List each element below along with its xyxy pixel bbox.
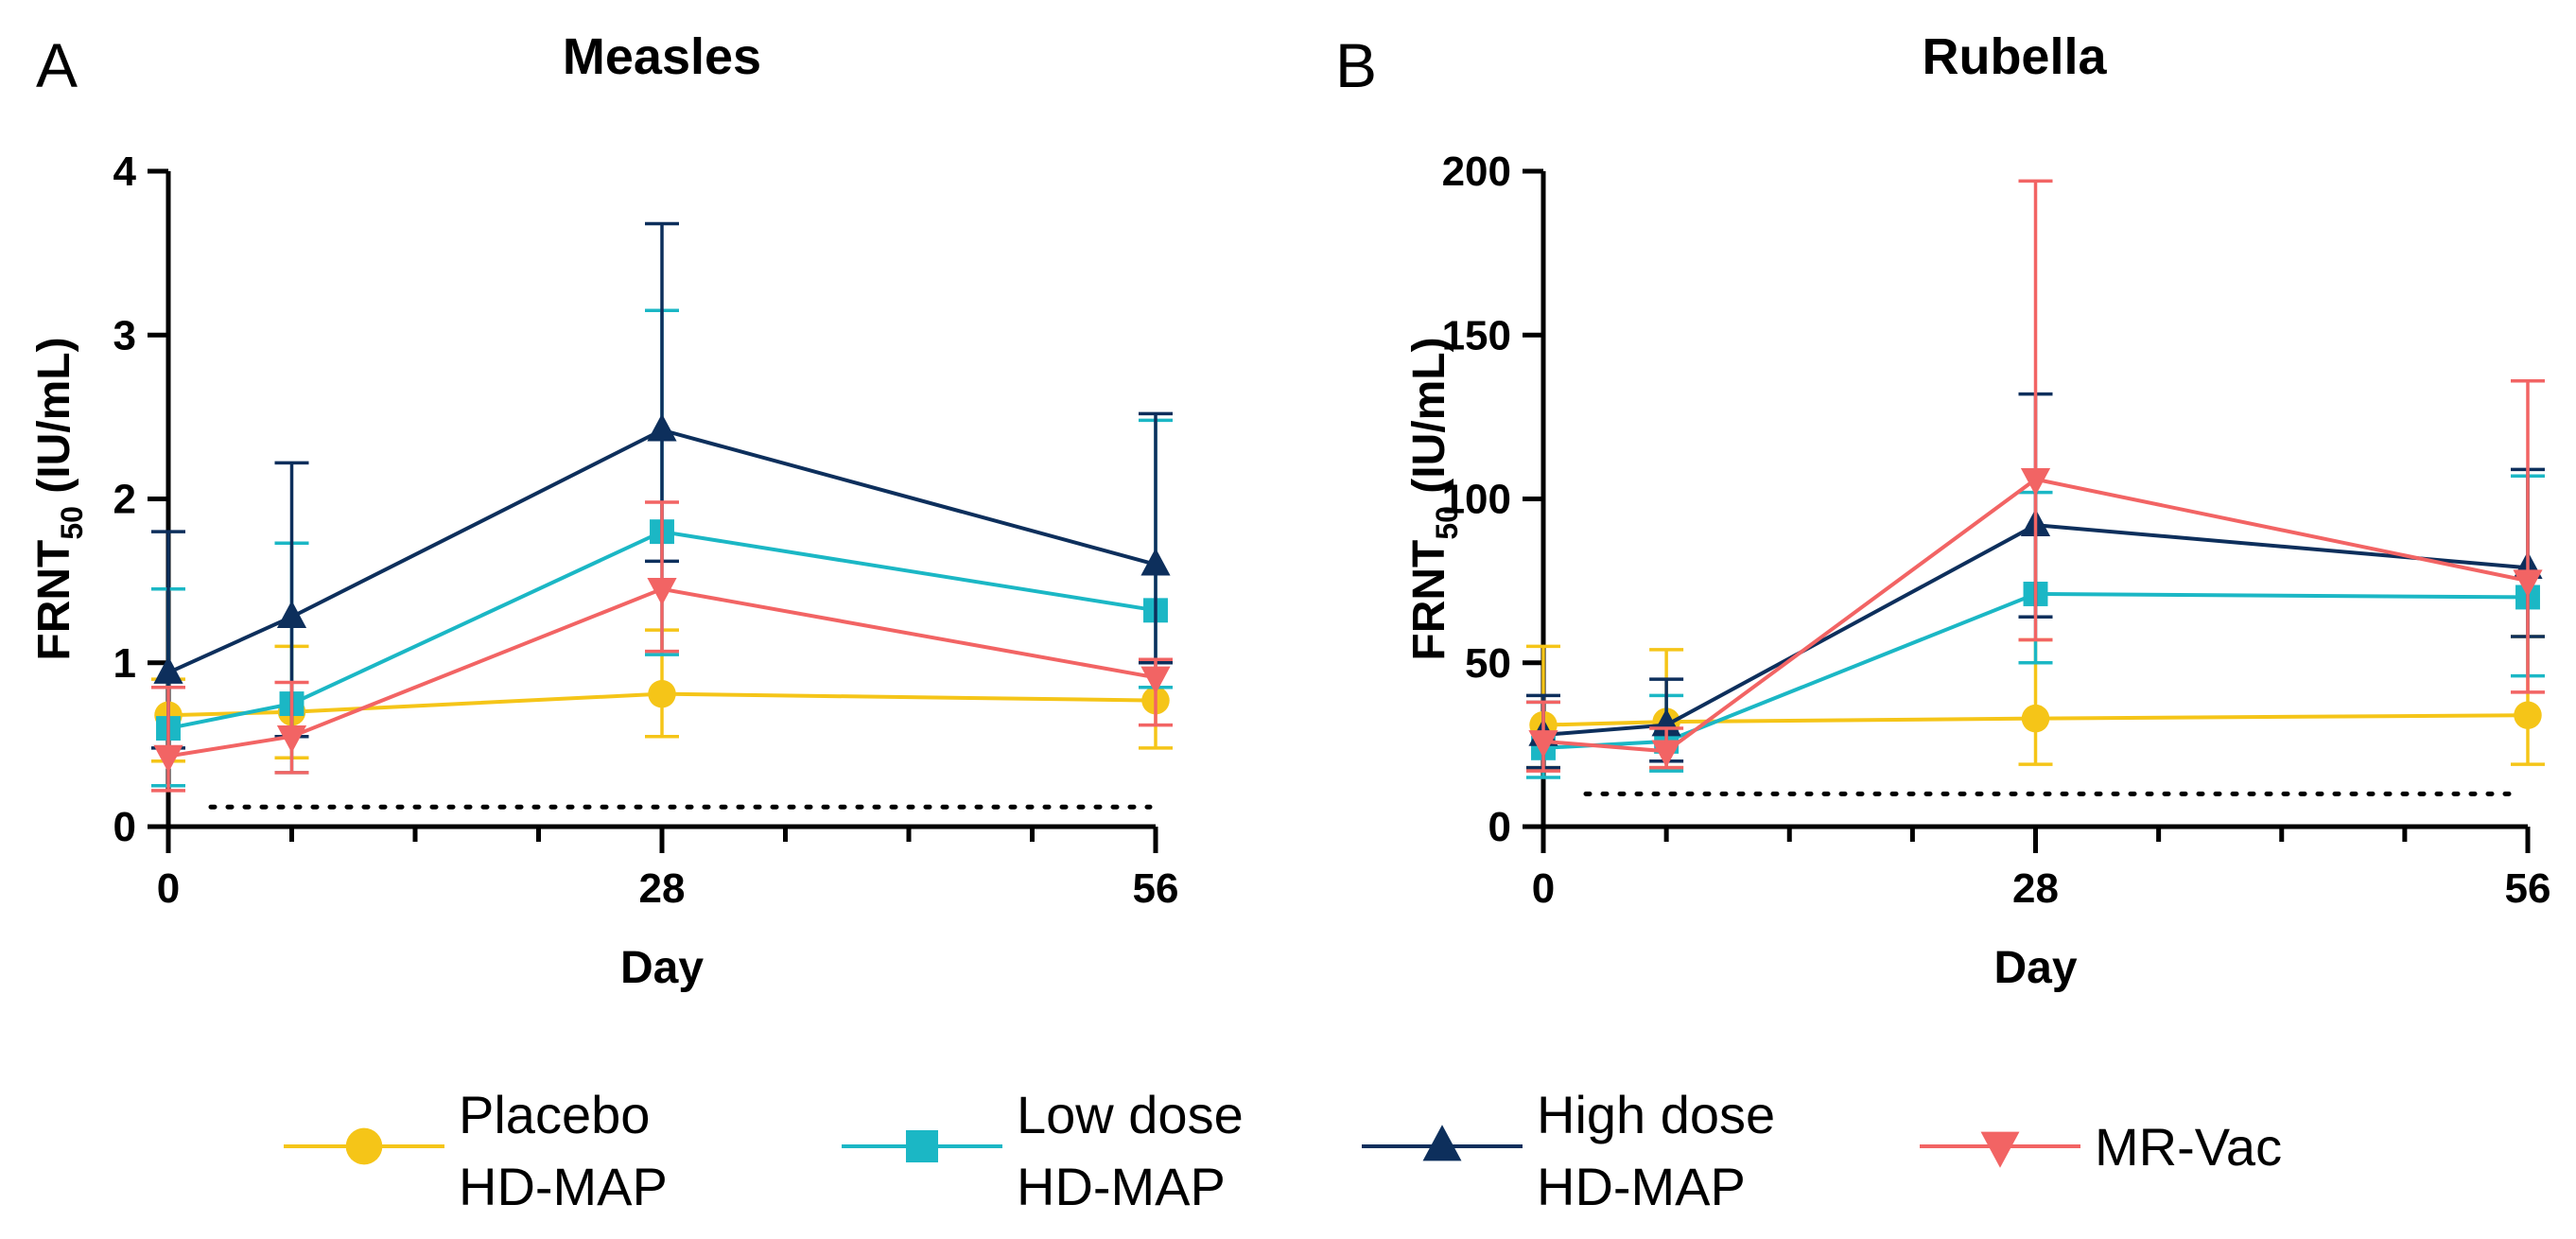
- y-tick-label: 0: [1488, 804, 1511, 850]
- data-point: [276, 600, 307, 628]
- panel-rubella: B Rubella 0 50 100 150 200 0 28 56 Day FRNT50 (IU…: [1335, 28, 2550, 993]
- data-point: [647, 413, 677, 442]
- y-tick-label: 50: [1465, 640, 1511, 687]
- x-tick-label: 56: [2505, 865, 2551, 912]
- x-axis-label: Day: [1993, 943, 2077, 993]
- legend-marker: [345, 1127, 383, 1165]
- legend-item-placebo: Placebo HD-MAP: [284, 1085, 668, 1216]
- series-mrvac: [1526, 179, 2545, 773]
- axes: 0 1 2 3 4 0 28 56 Day FRNT50 (IU/mL): [29, 148, 1178, 993]
- legend-item-high: High dose HD-MAP: [1362, 1085, 1775, 1216]
- y-tick-label: 3: [113, 312, 136, 358]
- series-line: [1542, 523, 2529, 737]
- x-tick-label: 0: [1532, 865, 1555, 912]
- legend: Placebo HD-MAP Low dose HD-MAP High dose HD-M…: [284, 1085, 2282, 1216]
- data-point: [1140, 666, 1171, 694]
- series-line: [1542, 477, 2529, 754]
- legend-label: Placebo: [459, 1085, 650, 1144]
- data-point: [2513, 569, 2543, 598]
- legend-label: High dose: [1537, 1085, 1775, 1144]
- data-point: [153, 655, 183, 684]
- chart-title: Measles: [563, 28, 761, 85]
- x-tick-label: 28: [2012, 865, 2059, 912]
- error-bar: [1139, 411, 1173, 665]
- legend-label: Low dose: [1017, 1085, 1244, 1144]
- panel-label: B: [1335, 30, 1377, 100]
- series-line: [167, 530, 1157, 731]
- x-axis-label: Day: [620, 943, 704, 993]
- data-point: [648, 679, 676, 708]
- data-point: [153, 744, 183, 773]
- legend-label: HD-MAP: [1017, 1157, 1226, 1216]
- y-tick-label: 200: [1442, 148, 1511, 195]
- x-tick-label: 56: [1133, 865, 1179, 912]
- series-high: [151, 221, 1173, 750]
- y-tick-label: 4: [113, 148, 137, 195]
- panel-label: A: [36, 30, 78, 100]
- legend-label: HD-MAP: [1537, 1157, 1746, 1216]
- series-line: [167, 691, 1157, 718]
- legend-marker: [1980, 1131, 2020, 1168]
- y-tick-label: 2: [113, 477, 136, 523]
- legend-marker: [905, 1129, 939, 1163]
- x-tick-label: 0: [157, 865, 180, 912]
- data-point: [2020, 467, 2051, 497]
- axes: 0 50 100 150 200 0 28 56 Day FRNT50 (IU/mL): [1404, 148, 2550, 993]
- panel-measles: A Measles 0 1 2 3 4 0 28 56 Day FRNT50 (IU/mL): [29, 28, 1178, 993]
- series-line: [167, 428, 1157, 674]
- data-point: [276, 724, 307, 754]
- y-tick-label: 150: [1442, 312, 1511, 358]
- error-bar: [2018, 179, 2053, 642]
- series-line: [167, 586, 1157, 759]
- y-tick-label: 100: [1442, 477, 1511, 523]
- legend-item-low: Low dose HD-MAP: [842, 1085, 1244, 1216]
- chart-title: Rubella: [1922, 28, 2107, 85]
- legend-marker: [1422, 1125, 1462, 1161]
- y-tick-label: 0: [113, 804, 136, 850]
- legend-label: HD-MAP: [459, 1157, 668, 1216]
- series-mrvac: [151, 500, 1173, 793]
- data-point: [647, 578, 677, 606]
- data-point: [1651, 740, 1681, 768]
- legend-label: MR-Vac: [2095, 1117, 2282, 1177]
- data-point: [2021, 704, 2050, 733]
- legend-item-mrvac: MR-Vac: [1920, 1117, 2282, 1177]
- error-bar: [151, 685, 185, 793]
- data-point: [2514, 701, 2542, 729]
- x-tick-label: 28: [639, 865, 686, 912]
- y-axis-label: FRNT50 (IU/mL): [29, 337, 89, 660]
- y-tick-label: 1: [113, 640, 136, 687]
- data-point: [1528, 730, 1558, 759]
- error-bar: [2511, 379, 2545, 694]
- series-line: [1542, 713, 2529, 727]
- data-point: [1140, 548, 1171, 576]
- y-axis-label: FRNT50 (IU/mL): [1404, 337, 1464, 660]
- error-bar: [645, 500, 679, 654]
